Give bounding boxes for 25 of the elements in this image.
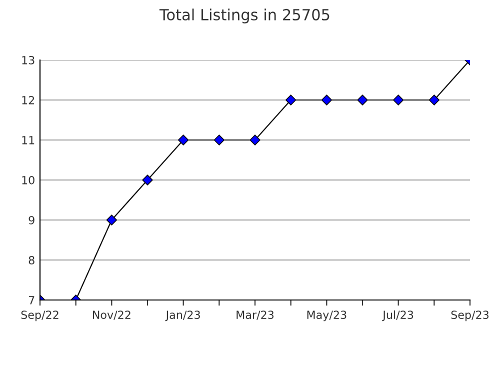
point [321, 94, 332, 106]
point [178, 134, 189, 146]
x-tick-label: Sep/22 [21, 310, 58, 322]
x-tick-label: Mar/23 [236, 310, 274, 320]
point [286, 94, 296, 106]
point [357, 94, 368, 106]
x-tick-label: Jul/23 [382, 310, 414, 322]
y-tick-label: 8 [28, 256, 34, 264]
chart-title: Total Listings in 25705 [159, 8, 330, 24]
y-tick-label: 11 [22, 136, 34, 144]
y-tick-label: 12 [22, 96, 34, 104]
point [214, 134, 224, 146]
x-tick-label: Sep/23 [451, 310, 489, 322]
y-tick-label: 13 [22, 56, 34, 64]
x-tick-label: Nov/22 [92, 310, 130, 320]
x-tick-label: Jan/23 [165, 310, 200, 322]
point [393, 94, 404, 106]
point [142, 174, 153, 186]
y-tick-label: 7 [28, 296, 34, 304]
point [428, 94, 440, 106]
y-tick-label: 10 [22, 176, 34, 184]
point [250, 134, 260, 146]
y-tick-label: 9 [28, 216, 34, 224]
point [106, 214, 117, 226]
x-tick-label: May/23 [307, 310, 346, 322]
